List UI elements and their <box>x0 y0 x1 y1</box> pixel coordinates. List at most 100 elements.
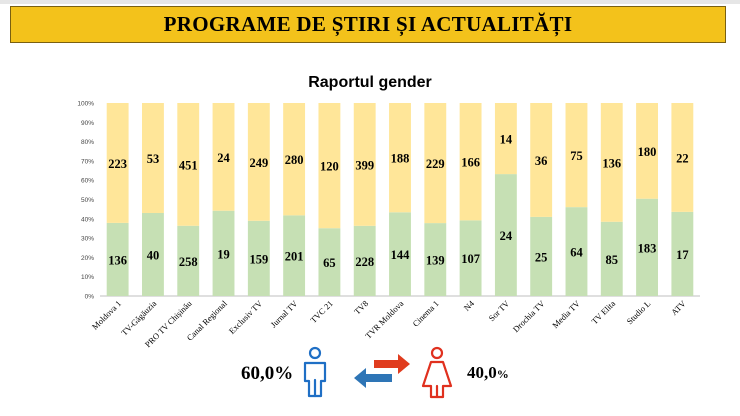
y-tick-label: 10% <box>81 274 94 281</box>
bar-segment-series-2 <box>389 103 411 213</box>
x-category-label: Cinema 1 <box>410 298 440 328</box>
data-label-series-1: 139 <box>426 254 445 268</box>
bar-segment-series-1 <box>600 221 623 296</box>
bar-segment-series-2 <box>424 103 447 224</box>
x-category-label: Moldova 1 <box>90 298 123 331</box>
y-tick-label: 20% <box>81 255 94 262</box>
data-label-series-1: 159 <box>249 252 268 266</box>
bar-segment-series-2 <box>671 103 694 212</box>
bar-segment-series-2 <box>177 103 200 226</box>
x-category-label: Studio L <box>625 298 653 326</box>
data-label-series-2: 22 <box>676 151 689 165</box>
bar-segment-series-2 <box>459 103 482 221</box>
bar-segment-series-2 <box>283 103 306 216</box>
female-percentage: 40,0% <box>467 363 509 383</box>
data-label-series-2: 120 <box>320 160 339 174</box>
bar-segment-series-1 <box>565 207 588 296</box>
data-label-series-1: 24 <box>500 229 513 243</box>
y-tick-label: 90% <box>81 120 94 127</box>
data-label-series-2: 75 <box>570 149 583 163</box>
bar-segment-series-1 <box>424 223 447 296</box>
bar-segment-series-2 <box>530 103 553 217</box>
data-label-series-2: 280 <box>285 153 304 167</box>
bar-segment-series-1 <box>318 228 341 296</box>
bar-segment-series-2 <box>494 103 517 175</box>
male-percentage: 60,0% <box>241 363 294 384</box>
top-divider <box>0 0 740 4</box>
x-category-label: Media TV <box>550 298 582 330</box>
bar-segment-series-2 <box>247 103 270 221</box>
x-category-label: Jurnal TV <box>268 298 300 330</box>
bar-segment-series-1 <box>353 225 376 296</box>
x-category-label: N4 <box>462 298 477 313</box>
bar-segment-series-1 <box>636 198 658 296</box>
bar-segment-series-2 <box>600 103 623 222</box>
bar-segment-series-2 <box>142 103 164 213</box>
page-title: PROGRAME DE ȘTIRI ȘI ACTUALITĂȚI <box>163 12 573 36</box>
data-label-series-1: 136 <box>108 253 127 267</box>
female-unit: % <box>496 367 509 381</box>
bar-segment-series-1 <box>671 211 694 296</box>
data-label-series-2: 399 <box>355 158 374 172</box>
data-label-series-1: 258 <box>179 255 198 269</box>
bar-segment-series-2 <box>353 103 376 226</box>
x-category-label: TV8 <box>352 298 370 316</box>
female-value: 40,0 <box>467 363 497 382</box>
bar-segment-series-1 <box>247 220 270 296</box>
bar-segment-series-1 <box>283 215 306 296</box>
data-label-series-1: 183 <box>638 241 657 255</box>
data-label-series-1: 228 <box>355 255 374 269</box>
data-label-series-1: 144 <box>391 248 411 262</box>
bar-segment-series-2 <box>212 103 235 211</box>
x-category-label: Sor TV <box>486 298 511 323</box>
y-tick-label: 100% <box>77 101 94 108</box>
data-label-series-1: 107 <box>461 252 480 266</box>
x-category-label: TVC 21 <box>308 298 335 325</box>
y-tick-label: 30% <box>81 236 94 243</box>
data-label-series-1: 64 <box>570 246 583 260</box>
y-tick-label: 60% <box>81 178 94 185</box>
y-tick-label: 70% <box>81 158 94 165</box>
bar-segment-series-1 <box>494 174 517 296</box>
x-category-label: ATV <box>669 298 688 317</box>
y-tick-label: 40% <box>81 216 94 223</box>
data-label-series-1: 201 <box>285 250 304 264</box>
x-category-label: TVR Moldova <box>363 298 405 340</box>
data-label-series-2: 180 <box>638 145 657 159</box>
data-label-series-2: 14 <box>500 133 513 147</box>
data-label-series-2: 223 <box>108 157 127 171</box>
bar-segment-series-2 <box>636 103 658 199</box>
data-label-series-1: 19 <box>217 247 230 261</box>
data-label-series-2: 36 <box>535 154 548 168</box>
bar-segment-series-1 <box>212 210 235 296</box>
data-label-series-2: 451 <box>179 158 198 172</box>
data-label-series-2: 24 <box>217 151 230 165</box>
data-label-series-1: 17 <box>676 248 689 262</box>
bar-segment-series-1 <box>177 225 200 296</box>
bar-segment-series-2 <box>565 103 588 208</box>
data-label-series-2: 249 <box>249 156 268 170</box>
bar-segment-series-1 <box>459 220 482 296</box>
y-tick-label: 0% <box>85 294 95 301</box>
bar-segment-series-2 <box>318 103 341 229</box>
y-tick-label: 80% <box>81 139 94 146</box>
data-label-series-2: 53 <box>147 152 160 166</box>
x-category-label: Exclusiv TV <box>227 298 265 336</box>
data-label-series-1: 85 <box>606 253 619 267</box>
data-label-series-2: 229 <box>426 157 445 171</box>
data-label-series-2: 166 <box>461 156 480 170</box>
bar-segment-series-1 <box>106 222 129 296</box>
chart-title: Raportul gender <box>308 74 432 91</box>
y-tick-label: 50% <box>81 197 94 204</box>
data-label-series-2: 136 <box>602 156 621 170</box>
bar-segment-series-1 <box>142 212 164 296</box>
bar-segment-series-2 <box>106 103 129 223</box>
title-banner: PROGRAME DE ȘTIRI ȘI ACTUALITĂȚI <box>10 6 726 43</box>
data-label-series-1: 25 <box>535 250 548 264</box>
bar-segment-series-1 <box>530 216 553 296</box>
data-label-series-2: 188 <box>391 152 410 166</box>
data-label-series-1: 65 <box>323 256 336 270</box>
bar-segment-series-1 <box>389 212 411 296</box>
x-category-label: TV Elita <box>589 298 617 326</box>
